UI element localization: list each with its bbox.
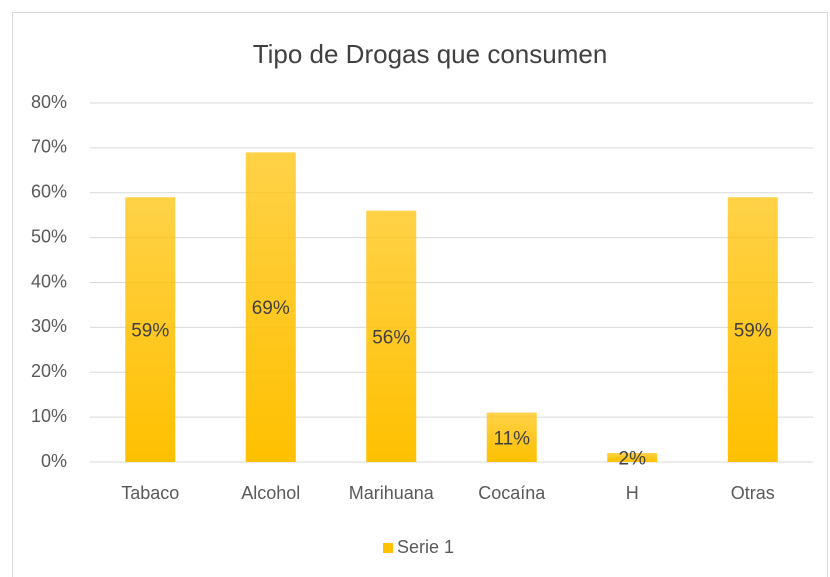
data-label: 2%	[619, 449, 647, 470]
legend-label: Serie 1	[397, 537, 454, 557]
bar	[727, 197, 778, 463]
y-tick-label: 50%	[31, 226, 67, 246]
legend-swatch	[383, 543, 393, 553]
y-tick-label: 20%	[31, 361, 67, 381]
bar	[486, 412, 537, 462]
x-tick-label: Cocaína	[478, 483, 546, 503]
data-label: 11%	[493, 428, 530, 449]
x-tick-label: Otras	[731, 483, 775, 503]
bar	[607, 453, 658, 462]
y-tick-label: 70%	[31, 137, 67, 157]
data-label: 59%	[131, 321, 169, 342]
bar	[125, 197, 176, 463]
data-label: 56%	[372, 327, 410, 348]
x-tick-label: Alcohol	[241, 483, 300, 503]
y-tick-label: 40%	[31, 271, 67, 291]
x-tick-label: H	[626, 483, 639, 503]
y-tick-label: 60%	[31, 182, 67, 202]
y-tick-label: 0%	[41, 451, 67, 471]
x-tick-label: Marihuana	[349, 483, 435, 503]
chart-title: Tipo de Drogas que consumen	[253, 39, 608, 69]
bar	[245, 152, 296, 463]
data-label: 59%	[734, 321, 772, 342]
x-tick-label: Tabaco	[121, 483, 179, 503]
data-label: 69%	[252, 298, 290, 319]
y-tick-label: 10%	[31, 406, 67, 426]
y-tick-label: 80%	[31, 92, 67, 112]
bar	[366, 210, 417, 462]
y-tick-label: 30%	[31, 316, 67, 336]
